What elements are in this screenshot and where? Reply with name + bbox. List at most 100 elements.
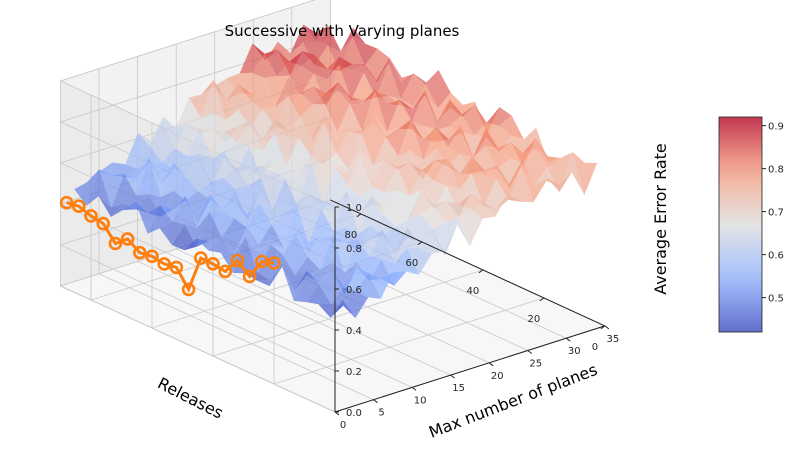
surface-patch [136,157,162,197]
surface-patch [318,268,344,304]
surface-patch [175,126,200,156]
orange-series-point [206,256,220,271]
surface-patch [338,64,364,101]
surface-patch [174,159,199,178]
error-rate-surface [74,24,598,318]
surface-patch [356,273,381,299]
surface-patch [199,151,225,187]
surface-patch [470,203,496,219]
surface-patch [160,196,186,222]
surface-patch [223,167,249,190]
surface-patch [334,191,360,215]
surface-patch [511,127,537,166]
surface-patch [283,204,309,248]
surface-patch [306,283,331,305]
x-tick-mark [478,269,484,274]
orange-series-point [96,216,110,231]
surface-patch [351,73,376,101]
surface-patch [261,159,286,172]
surface-patch [197,194,223,228]
surface-patch [458,193,484,209]
surface-patch [250,79,276,110]
colorbar-tick-label: 0.8 [768,165,784,176]
surface-patch [445,204,471,223]
surface-patch [274,118,300,137]
surface-patch [374,114,400,139]
surface-patch [265,41,291,75]
surface-patch [450,101,476,118]
surface-patch [196,238,222,251]
surface-patch [376,58,402,83]
surface-patch [374,89,400,133]
surface-patch [363,63,389,98]
surface-patch [360,151,386,181]
surface-patch [276,61,302,77]
surface-patch [523,127,549,166]
surface-patch [281,265,307,301]
surface-patch [201,80,226,120]
surface-patch [547,152,573,163]
surface-patch [534,178,559,186]
surface-patch [435,147,461,167]
colorbar-tick-label: 0.7 [768,208,784,219]
surface-patch [346,195,372,215]
y-tick-mark [604,325,610,330]
z-tick-label: 0.2 [346,367,362,378]
orange-series-point [267,256,281,270]
surface-patch [247,177,273,221]
surface-patch [423,127,449,161]
surface-patch [438,92,463,109]
surface-patch [432,217,458,256]
surface-patch [449,114,475,135]
orange-series-point [157,257,171,271]
surface-patch [150,121,175,163]
surface-patch [352,37,378,66]
surface-patch [99,169,125,208]
surface-patch [262,118,287,151]
surface-patch [295,256,320,276]
orange-series-point [194,251,208,265]
surface-patch [301,55,327,80]
surface-patch [407,214,433,244]
surface-patch [161,162,187,197]
surface-patch [248,166,274,186]
surface-patch [162,148,188,169]
surface-patch [496,167,522,200]
surface-patch [208,238,234,257]
y-tick-mark [450,374,455,379]
z-tick-label: 1.0 [346,203,362,214]
orange-series-point [84,209,98,223]
surface-patch [413,69,439,85]
surface-patch [347,155,373,197]
surface-patch [187,128,213,159]
orange-series [59,195,281,297]
surface-patch [398,119,424,140]
tick-labels: 0 20 40 60 80 0 5 10 15 20 25 30 35 0.0 0.2 0.4 0.6 0.8 1.… [334,203,619,431]
surface-patch [412,90,437,130]
y-tick-label: 25 [529,359,542,370]
surface-patch [547,152,573,192]
z-tick-label: 0.8 [346,244,362,255]
surface-patch [137,146,163,169]
surface-patch [319,236,345,273]
surface-patch [275,76,301,107]
orange-series-point [254,254,269,269]
surface-patch [212,131,238,159]
surface-patch [371,192,397,215]
surface-patch [361,124,387,166]
surface-patch [314,55,340,80]
surface-patch [282,233,308,276]
surface-patch [196,211,222,247]
orange-series-point [72,199,86,213]
surface-patch [263,96,288,127]
y-tick-label: 20 [491,371,504,382]
surface-patch [249,118,275,151]
surface-patch [473,128,498,158]
surface-patch [486,107,512,126]
chart-title: Successive with Varying planes [225,22,460,40]
x-tick-label: 20 [528,314,541,325]
surface-patch [301,73,327,107]
surface-patch [213,80,239,120]
surface-patch [485,145,511,169]
surface-patch [271,204,297,248]
